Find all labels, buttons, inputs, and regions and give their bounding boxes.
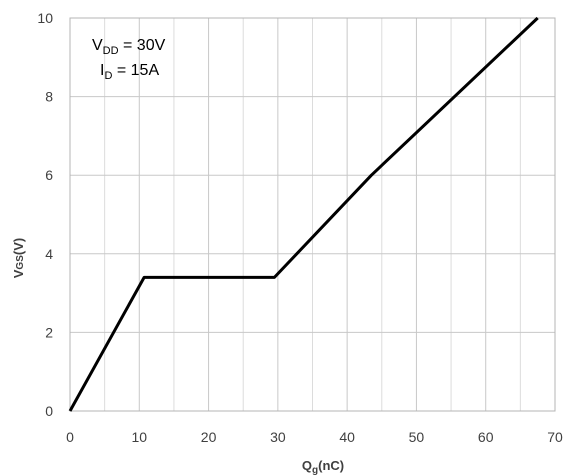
x-tick-label: 40 [339,429,355,445]
grid [69,17,556,412]
x-axis-title: Qg(nC) [302,458,344,476]
x-tick-labels: 0 10 20 30 40 50 60 70 [66,429,563,445]
x-tick-label: 10 [131,429,147,445]
x-tick-label: 70 [547,429,563,445]
annotation-id: ID = 15A [100,62,159,82]
x-tick-label: 20 [201,429,217,445]
x-tick-label: 50 [409,429,425,445]
x-tick-label: 60 [478,429,494,445]
series-line [68,16,539,412]
y-tick-label: 8 [45,89,53,105]
plot-frame [69,17,556,412]
series [68,16,539,412]
y-tick-label: 6 [45,167,53,183]
y-tick-label: 4 [45,246,53,262]
y-tick-labels: 0 2 4 6 8 10 [37,10,53,419]
y-axis-title: VGS(V) [11,238,26,278]
y-tick-label: 2 [45,324,53,340]
annotation-vdd: VDD = 30V [92,37,166,57]
y-tick-label: 10 [37,10,53,26]
y-tick-label: 0 [45,403,53,419]
x-tick-label: 0 [66,429,74,445]
x-tick-label: 30 [270,429,286,445]
